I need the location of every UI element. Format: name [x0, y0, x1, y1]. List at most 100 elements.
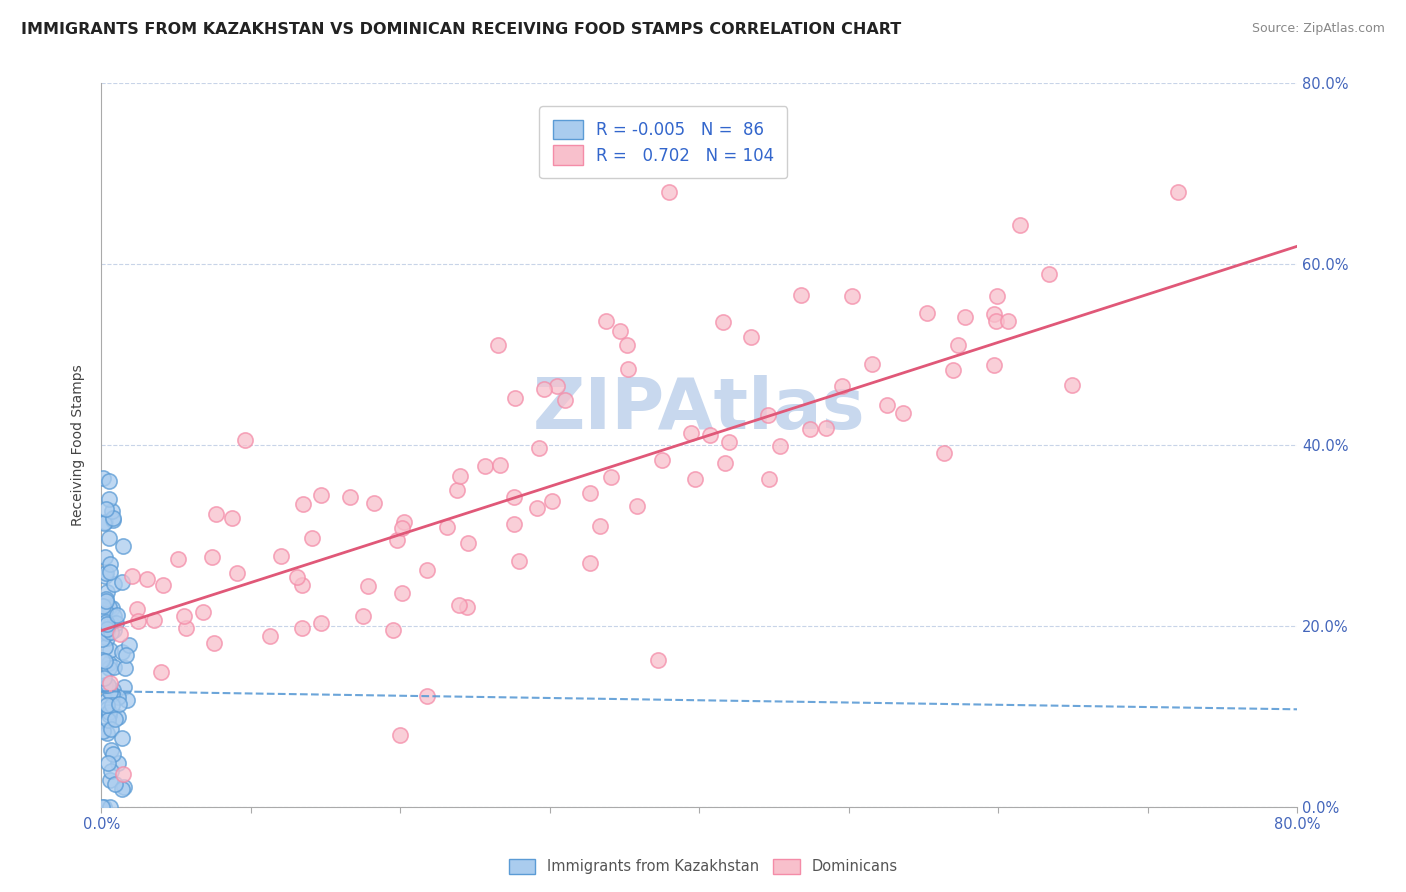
Point — [103, 747, 125, 761]
Point — [112, 539, 135, 553]
Point — [225, 566, 247, 580]
Point — [270, 549, 292, 563]
Point — [107, 756, 129, 770]
Point — [103, 513, 125, 527]
Point — [814, 421, 837, 435]
Point — [202, 636, 225, 650]
Point — [447, 598, 470, 612]
Point — [135, 573, 157, 587]
Point — [98, 800, 121, 814]
Point — [150, 665, 173, 679]
Point — [97, 708, 120, 723]
Point — [98, 531, 121, 545]
Point — [94, 569, 117, 583]
Point — [595, 313, 617, 327]
Point — [679, 426, 702, 441]
Point — [110, 627, 132, 641]
Point — [647, 653, 669, 667]
Point — [589, 518, 612, 533]
Point — [94, 677, 117, 691]
Point — [683, 471, 706, 485]
Point — [191, 605, 214, 619]
Point — [98, 706, 121, 720]
Point — [860, 358, 883, 372]
Point — [98, 565, 121, 579]
Point — [699, 428, 721, 442]
Point — [112, 767, 135, 781]
Point — [446, 483, 468, 497]
Point — [107, 710, 129, 724]
Point — [98, 557, 121, 571]
Point — [599, 470, 621, 484]
Point — [616, 338, 638, 352]
Point — [486, 338, 509, 352]
Point — [953, 310, 976, 325]
Point — [94, 654, 117, 668]
Point — [91, 599, 114, 613]
Point — [97, 600, 120, 615]
Point — [103, 683, 125, 698]
Point — [96, 624, 118, 639]
Point — [107, 690, 129, 705]
Point — [114, 661, 136, 675]
Point — [90, 610, 112, 624]
Point — [101, 687, 124, 701]
Point — [100, 723, 122, 737]
Point — [1010, 218, 1032, 232]
Point — [97, 678, 120, 692]
Point — [105, 607, 128, 622]
Point — [103, 576, 125, 591]
Point — [533, 382, 555, 396]
Point — [97, 492, 120, 507]
Point — [98, 661, 121, 675]
Legend: Immigrants from Kazakhstan, Dominicans: Immigrants from Kazakhstan, Dominicans — [503, 853, 903, 880]
Point — [841, 289, 863, 303]
Text: IMMIGRANTS FROM KAZAKHSTAN VS DOMINICAN RECEIVING FOOD STAMPS CORRELATION CHART: IMMIGRANTS FROM KAZAKHSTAN VS DOMINICAN … — [21, 22, 901, 37]
Point — [127, 614, 149, 628]
Point — [100, 624, 122, 639]
Point — [94, 591, 117, 606]
Point — [112, 780, 135, 795]
Point — [98, 642, 121, 657]
Point — [946, 337, 969, 351]
Point — [942, 363, 965, 377]
Point — [90, 632, 112, 647]
Point — [96, 622, 118, 636]
Point — [97, 475, 120, 489]
Point — [389, 728, 412, 742]
Point — [98, 685, 121, 699]
Point — [339, 490, 361, 504]
Point — [121, 569, 143, 583]
Point — [94, 615, 117, 629]
Point — [984, 314, 1007, 328]
Point — [983, 358, 1005, 372]
Point — [740, 330, 762, 344]
Point — [357, 579, 380, 593]
Point — [100, 743, 122, 757]
Point — [526, 500, 548, 515]
Point — [997, 314, 1019, 328]
Point — [125, 601, 148, 615]
Point — [983, 307, 1005, 321]
Point — [118, 638, 141, 652]
Point — [100, 615, 122, 630]
Point — [382, 623, 405, 637]
Point — [932, 446, 955, 460]
Point — [456, 600, 478, 615]
Point — [717, 434, 740, 449]
Point — [96, 631, 118, 645]
Point — [385, 533, 408, 547]
Point — [508, 554, 530, 568]
Point — [94, 566, 117, 581]
Point — [94, 516, 117, 530]
Point — [94, 501, 117, 516]
Point — [799, 422, 821, 436]
Point — [711, 315, 734, 329]
Point — [104, 777, 127, 791]
Point — [416, 563, 439, 577]
Point — [96, 713, 118, 727]
Point — [96, 698, 118, 713]
Point — [457, 536, 479, 550]
Point — [626, 499, 648, 513]
Point — [527, 441, 550, 455]
